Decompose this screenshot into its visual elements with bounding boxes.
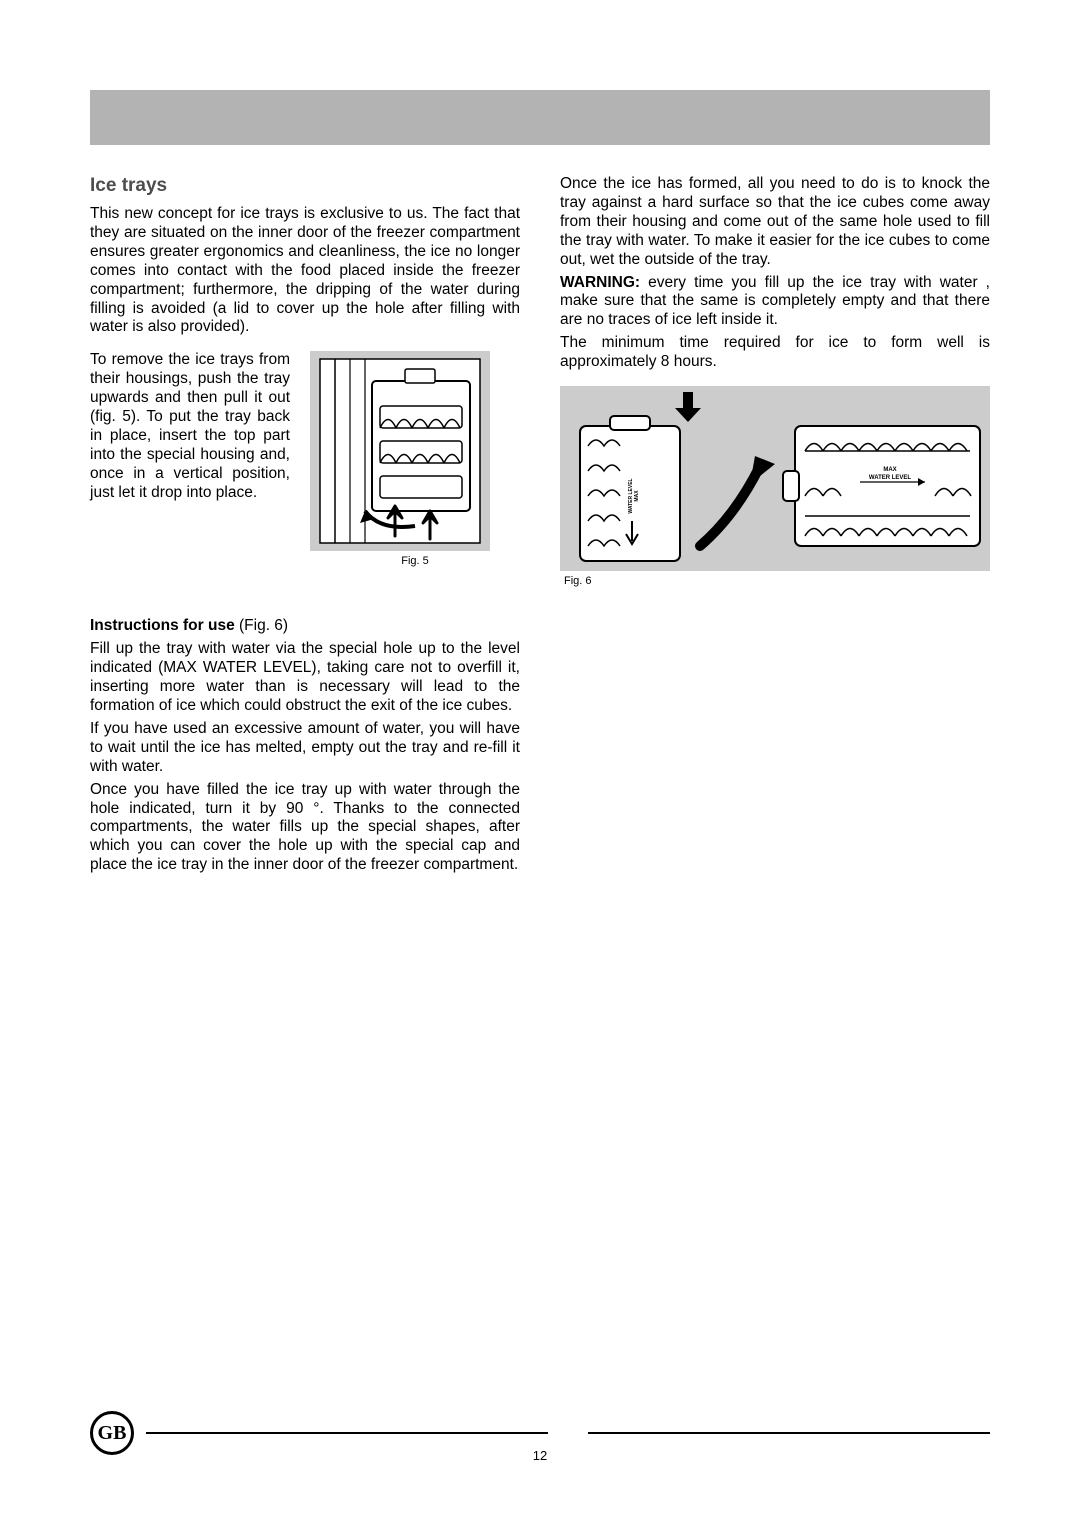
instructions-label-suffix: (Fig. 6) bbox=[235, 617, 288, 634]
country-badge: GB bbox=[90, 1411, 134, 1455]
col2-p3: The minimum time required for ice to for… bbox=[560, 334, 990, 372]
instructions-p1: Fill up the tray with water via the spec… bbox=[90, 640, 520, 716]
warning-label: WARNING: bbox=[560, 274, 640, 291]
footer-rule-left bbox=[146, 1432, 548, 1434]
figure-5: Fig. 5 bbox=[310, 351, 520, 567]
figure-6: WATER LEVEL MAX bbox=[560, 386, 990, 587]
section-title: Ice trays bbox=[90, 175, 520, 197]
instructions-heading: Instructions for use (Fig. 6) bbox=[90, 617, 520, 636]
remove-tray-paragraph: To remove the ice trays from their housi… bbox=[90, 351, 290, 502]
instructions-label: Instructions for use bbox=[90, 617, 235, 634]
figure-5-caption: Fig. 5 bbox=[310, 555, 520, 567]
right-column: Once the ice has formed, all you need to… bbox=[560, 175, 990, 889]
instructions-p3: Once you have filled the ice tray up wit… bbox=[90, 781, 520, 876]
fig6-label-water: WATER LEVEL bbox=[869, 475, 912, 481]
col2-p1: Once the ice has formed, all you need to… bbox=[560, 175, 990, 270]
instructions-p2: If you have used an excessive amount of … bbox=[90, 720, 520, 777]
fig6-label-max: MAX bbox=[883, 467, 896, 473]
figure-6-caption: Fig. 6 bbox=[564, 575, 990, 587]
warning-paragraph: WARNING: every time you fill up the ice … bbox=[560, 274, 990, 331]
header-bar bbox=[90, 90, 990, 145]
footer-rule-right bbox=[588, 1432, 990, 1434]
page-number: 12 bbox=[533, 1448, 547, 1463]
fig6-max-vertical2: MAX bbox=[634, 490, 640, 502]
left-column: Ice trays This new concept for ice trays… bbox=[90, 175, 520, 889]
intro-paragraph: This new concept for ice trays is exclus… bbox=[90, 205, 520, 337]
